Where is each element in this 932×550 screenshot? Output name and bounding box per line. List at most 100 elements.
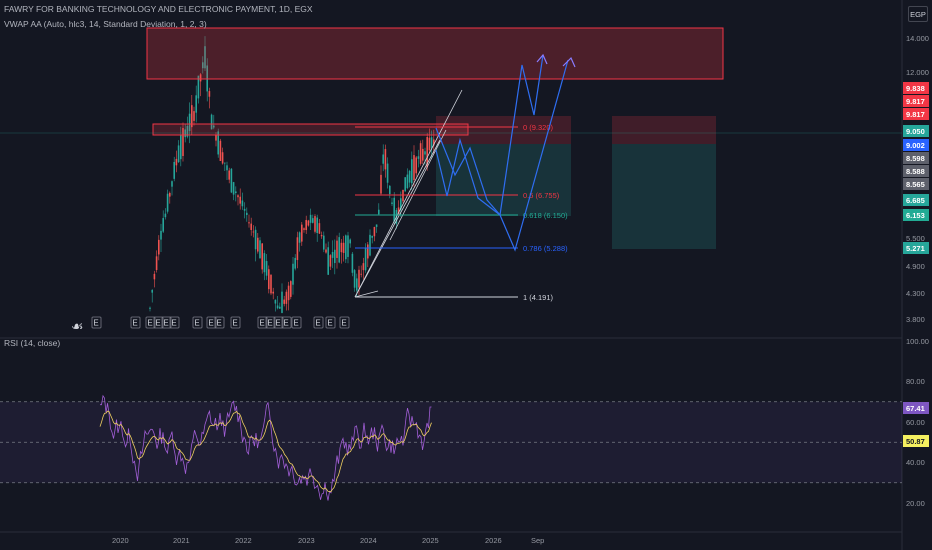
candle-body — [336, 240, 338, 258]
rsi-indicator-label[interactable]: RSI (14, close) — [4, 338, 61, 348]
candle-body — [235, 191, 237, 194]
candle-body — [158, 239, 160, 255]
candle-body — [296, 237, 299, 261]
candle-body — [241, 200, 244, 207]
candle-body — [397, 207, 400, 214]
candle-body — [252, 231, 255, 233]
candle-body — [151, 289, 153, 293]
trendline-2 — [354, 139, 441, 298]
position-stop-box-2 — [612, 116, 716, 144]
candle-body — [386, 163, 389, 183]
earnings-marker — [325, 316, 336, 329]
candle-body — [316, 217, 318, 234]
candle-body — [393, 197, 395, 222]
candle-body — [208, 91, 211, 97]
symbol-title[interactable]: FAWRY FOR BANKING TECHNOLOGY AND ELECTRO… — [4, 4, 313, 14]
price-axis-tick: 3.800 — [906, 315, 925, 324]
candle-body — [175, 158, 178, 166]
candle-body — [334, 249, 336, 264]
candle-body — [331, 251, 334, 258]
candle-body — [353, 270, 356, 288]
supply-zone-lower — [152, 123, 469, 136]
earnings-marker-label: E — [341, 319, 346, 328]
candle-body — [202, 62, 204, 69]
candle-body — [246, 212, 248, 216]
price-axis-tick: 4.300 — [906, 289, 925, 298]
time-axis-label: 2024 — [360, 536, 377, 545]
fib-level-label: 0.5 (6.755) — [523, 191, 560, 200]
candle-body — [373, 226, 376, 237]
earnings-marker — [192, 316, 203, 329]
earnings-marker — [291, 316, 302, 329]
price-tag-label: 5.271 — [906, 244, 925, 253]
candle-body — [406, 174, 409, 189]
candle-body — [248, 222, 250, 224]
earnings-marker-label: E — [163, 319, 168, 328]
candle-body — [204, 46, 206, 69]
price-tag-label: 6.153 — [906, 211, 925, 220]
candle-body — [224, 162, 226, 164]
candle-body — [345, 235, 347, 260]
candle-body — [408, 170, 411, 183]
candle-body — [426, 137, 428, 168]
candle-body — [210, 114, 213, 130]
price-axis-tick: 5.500 — [906, 234, 925, 243]
candle-body — [325, 249, 327, 253]
price-tag — [903, 152, 929, 164]
candle-body — [261, 243, 263, 270]
candle-body — [340, 242, 343, 253]
candle-body — [197, 75, 200, 99]
candle-body — [417, 156, 420, 159]
candle-body — [400, 198, 402, 210]
candle-body — [270, 274, 272, 294]
candles-layer — [149, 36, 435, 314]
candle-body — [404, 177, 406, 192]
supply-zone-upper — [146, 27, 724, 80]
rsi-value-label: 67.41 — [906, 404, 925, 413]
earnings-marker-label: E — [93, 319, 98, 328]
earnings-marker-label: E — [194, 319, 199, 328]
candle-body — [162, 218, 164, 232]
candle-body — [237, 195, 239, 198]
candle-body — [428, 137, 431, 151]
price-axis-tick: 12.000 — [906, 68, 929, 77]
price-tag — [903, 108, 929, 120]
candle-body — [351, 253, 354, 273]
price-axis-tick: 4.900 — [906, 262, 925, 271]
candle-body — [250, 223, 252, 230]
candle-body — [356, 278, 358, 291]
earnings-marker — [145, 316, 156, 329]
earnings-marker — [265, 316, 276, 329]
candle-body — [298, 232, 301, 243]
candle-body — [239, 196, 241, 204]
candle-body — [285, 291, 288, 304]
price-tag-label: 9.838 — [906, 84, 925, 93]
rsi-axis-tick: 100.00 — [906, 337, 929, 346]
axis-layer: 14.000 12.000 9.838 9.817 9.817 9.050 9.002 8.5… — [112, 34, 929, 545]
candle-body — [272, 291, 274, 294]
projection-path-3 — [435, 59, 569, 252]
rsi-layer — [0, 394, 902, 501]
earnings-marker — [206, 316, 217, 329]
currency-button[interactable]: EGP — [908, 6, 928, 22]
drawings-layer: 0 (9.320) 0.5 (6.755) 0.618 (6.150) 0.786 (… — [0, 27, 902, 335]
candle-body — [391, 202, 393, 204]
candle-body — [230, 168, 233, 193]
price-tag-label: 9.002 — [906, 141, 925, 150]
earnings-marker-label: E — [171, 319, 176, 328]
candle-body — [188, 113, 191, 132]
candle-body — [166, 193, 169, 212]
earnings-marker — [273, 316, 284, 329]
candle-body — [318, 223, 321, 234]
earnings-marker-label: E — [283, 319, 288, 328]
candle-body — [307, 220, 310, 226]
candle-body — [309, 214, 312, 223]
candle-body — [349, 239, 351, 244]
vwap-indicator-label[interactable]: VWAP AA (Auto, hlc3, 14, Standard Deviat… — [4, 19, 207, 29]
candle-body — [215, 135, 217, 141]
candle-body — [219, 140, 222, 161]
earnings-marker-label: E — [315, 319, 320, 328]
candle-body — [320, 235, 323, 237]
candle-body — [415, 157, 417, 174]
